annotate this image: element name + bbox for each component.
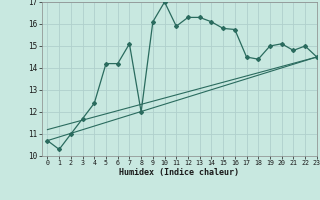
X-axis label: Humidex (Indice chaleur): Humidex (Indice chaleur) bbox=[119, 168, 239, 177]
